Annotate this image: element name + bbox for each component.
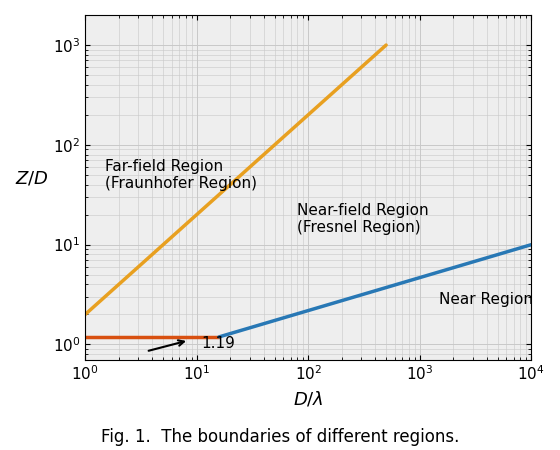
Text: Far-field Region
(Fraunhofer Region): Far-field Region (Fraunhofer Region) [105,159,257,191]
X-axis label: $D/\lambda$: $D/\lambda$ [293,389,324,408]
Text: Near Region: Near Region [440,292,533,307]
Y-axis label: $Z/D$: $Z/D$ [15,170,49,188]
Text: Near-field Region
(Fresnel Region): Near-field Region (Fresnel Region) [297,203,429,235]
Text: Fig. 1.  The boundaries of different regions.: Fig. 1. The boundaries of different regi… [101,428,459,446]
Text: 1.19: 1.19 [202,336,235,351]
